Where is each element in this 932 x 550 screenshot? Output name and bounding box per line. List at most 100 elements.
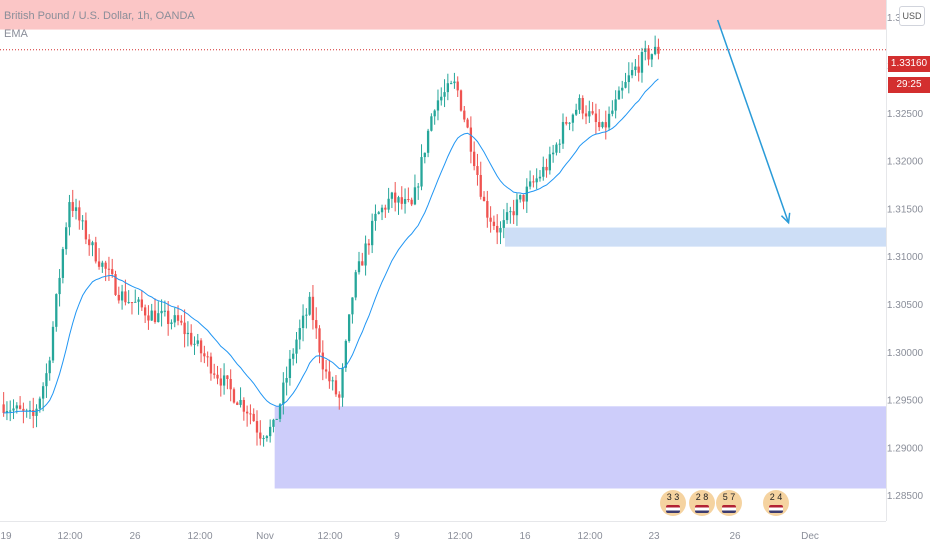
candle-body [344, 340, 347, 368]
candle-body [22, 408, 25, 411]
candle-body [295, 339, 298, 354]
candle-body [601, 122, 604, 128]
candle-body [617, 90, 621, 100]
candle-body [130, 302, 134, 304]
candle-body [255, 421, 259, 433]
candle-body [301, 315, 305, 329]
candle-body [647, 48, 650, 60]
x-tick-label: 16 [519, 531, 531, 542]
candle-body [571, 114, 575, 123]
candle-body [249, 413, 252, 415]
candle-body [364, 243, 367, 266]
candle-body [420, 157, 423, 187]
x-tick-label: 19 [0, 531, 12, 542]
economic-event-icon[interactable]: 2 4 [763, 490, 789, 516]
candle-body [84, 220, 88, 240]
candle-body [532, 181, 535, 183]
supply-zone-rect [0, 0, 886, 30]
bar-countdown-badge: 29:25 [888, 77, 930, 93]
candle-body [387, 198, 390, 210]
candle-body [71, 202, 74, 211]
candle-body [101, 262, 104, 267]
us-flag-icon [695, 505, 709, 513]
candle-body [551, 152, 555, 155]
candle-body [48, 360, 51, 374]
indicator-label[interactable]: EMA [4, 28, 28, 40]
x-tick-label: 26 [729, 531, 741, 542]
candle-body [394, 192, 397, 203]
candle-body [377, 212, 380, 214]
candle-body [282, 382, 285, 405]
economic-event-icon[interactable]: 3 3 [660, 490, 686, 516]
candle-body [578, 98, 581, 110]
candle-body [91, 242, 94, 246]
candle-body [482, 196, 486, 202]
candle-body [117, 294, 120, 301]
candle-body [41, 386, 45, 399]
candle-body [272, 419, 275, 427]
candle-body [180, 320, 183, 323]
candle-body [331, 380, 334, 382]
candle-body [361, 261, 364, 266]
candle-body [226, 375, 229, 379]
candle-body [298, 328, 301, 340]
y-tick-label: 1.31500 [887, 204, 924, 215]
candle-body [236, 402, 239, 405]
event-label: 2 8 [695, 492, 709, 502]
candle-body [440, 96, 443, 101]
candle-body [308, 296, 311, 315]
candle-body [186, 332, 190, 335]
candle-body [548, 154, 551, 171]
x-tick-label: 12:00 [317, 531, 342, 542]
candle-body [104, 262, 107, 269]
price-axis-separator [886, 0, 887, 521]
candle-body [449, 83, 453, 85]
candle-body [657, 46, 660, 54]
candle-body [390, 192, 394, 199]
candle-body [292, 353, 295, 359]
candle-body [341, 367, 344, 398]
candle-body [213, 373, 216, 375]
candle-body [81, 220, 84, 222]
x-tick-label: 9 [394, 531, 400, 542]
candle-body [32, 410, 35, 416]
candle-body [555, 144, 558, 153]
candle-body [466, 119, 469, 128]
candle-body [68, 202, 71, 228]
candle-body [222, 375, 226, 386]
candle-body [410, 199, 413, 205]
candle-body [479, 174, 482, 197]
candle-body [338, 394, 341, 398]
candle-body [305, 314, 308, 316]
candle-body [473, 151, 476, 167]
candle-body [324, 369, 328, 372]
candle-body [334, 380, 338, 395]
candle-body [407, 199, 410, 201]
x-tick-label: 12:00 [187, 531, 212, 542]
candle-body [561, 122, 565, 144]
candle-body [591, 111, 594, 114]
event-label: 5 7 [722, 492, 736, 502]
candle-body [446, 83, 449, 93]
economic-event-icon[interactable]: 2 8 [689, 490, 715, 516]
candle-body [476, 166, 479, 175]
candle-body [278, 404, 282, 419]
event-label: 3 3 [666, 492, 680, 502]
candle-body [505, 212, 509, 221]
candle-body [176, 315, 180, 321]
candle-body [229, 378, 232, 390]
economic-event-icon[interactable]: 5 7 [716, 490, 742, 516]
y-tick-label: 1.28500 [887, 491, 924, 502]
candle-body [650, 54, 653, 60]
candle-body [607, 113, 611, 128]
x-tick-label: Dec [801, 531, 819, 542]
candle-body [288, 358, 292, 379]
currency-button[interactable]: USD [899, 6, 925, 26]
candle-body [634, 66, 637, 71]
candle-body [436, 100, 440, 111]
candle-body [538, 176, 542, 179]
candle-body [199, 340, 203, 354]
candle-body [245, 411, 249, 414]
candle-body [558, 143, 561, 145]
